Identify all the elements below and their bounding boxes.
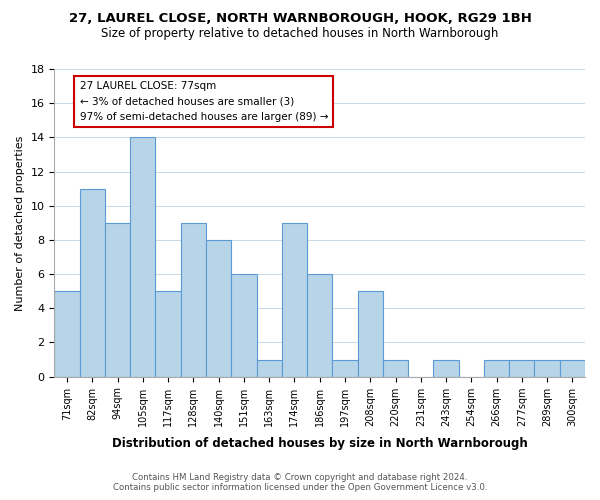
Bar (535, 360, 560, 376)
Bar (206, 240, 231, 376)
Bar (155, 291, 181, 376)
Text: Contains HM Land Registry data © Crown copyright and database right 2024.
Contai: Contains HM Land Registry data © Crown c… (113, 473, 487, 492)
Bar (231, 274, 257, 376)
Bar (282, 223, 307, 376)
Bar (358, 291, 383, 376)
Bar (560, 360, 585, 376)
X-axis label: Distribution of detached houses by size in North Warnborough: Distribution of detached houses by size … (112, 437, 527, 450)
Text: 27 LAUREL CLOSE: 77sqm
← 3% of detached houses are smaller (3)
97% of semi-detac: 27 LAUREL CLOSE: 77sqm ← 3% of detached … (80, 81, 328, 122)
Bar (307, 274, 332, 376)
Text: Size of property relative to detached houses in North Warnborough: Size of property relative to detached ho… (101, 28, 499, 40)
Bar (509, 360, 535, 376)
Bar (80, 188, 105, 376)
Bar (484, 360, 509, 376)
Bar (257, 360, 282, 376)
Bar (105, 223, 130, 376)
Bar (130, 138, 155, 376)
Bar (383, 360, 408, 376)
Y-axis label: Number of detached properties: Number of detached properties (15, 135, 25, 310)
Bar (55, 291, 80, 376)
Bar (332, 360, 358, 376)
Bar (433, 360, 458, 376)
Bar (181, 223, 206, 376)
Text: 27, LAUREL CLOSE, NORTH WARNBOROUGH, HOOK, RG29 1BH: 27, LAUREL CLOSE, NORTH WARNBOROUGH, HOO… (68, 12, 532, 26)
